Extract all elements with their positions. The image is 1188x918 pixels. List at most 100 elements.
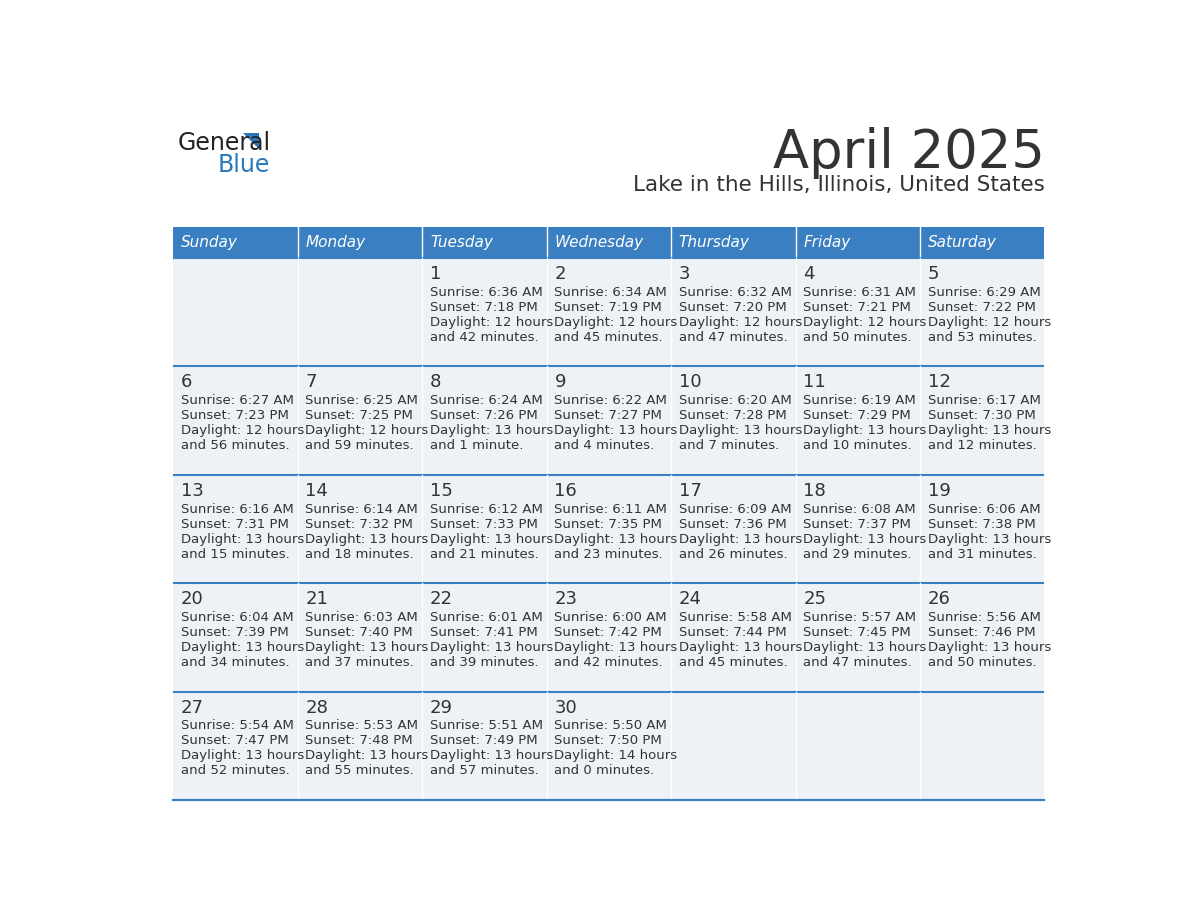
Text: Sunset: 7:36 PM: Sunset: 7:36 PM xyxy=(678,518,786,531)
Text: and 15 minutes.: and 15 minutes. xyxy=(181,548,290,561)
Text: Sunrise: 6:22 AM: Sunrise: 6:22 AM xyxy=(555,394,668,408)
Text: Daylight: 13 hours: Daylight: 13 hours xyxy=(803,532,927,545)
Text: Sunset: 7:39 PM: Sunset: 7:39 PM xyxy=(181,626,289,639)
Text: Tuesday: Tuesday xyxy=(430,235,493,250)
Text: Daylight: 13 hours: Daylight: 13 hours xyxy=(305,641,429,654)
Text: 21: 21 xyxy=(305,590,328,609)
Text: Daylight: 12 hours: Daylight: 12 hours xyxy=(928,316,1051,329)
Text: 23: 23 xyxy=(555,590,577,609)
Text: 12: 12 xyxy=(928,374,950,391)
Bar xyxy=(920,583,1044,691)
Text: 8: 8 xyxy=(430,374,441,391)
Text: Sunset: 7:45 PM: Sunset: 7:45 PM xyxy=(803,626,911,639)
Text: Daylight: 13 hours: Daylight: 13 hours xyxy=(430,641,554,654)
Text: and 21 minutes.: and 21 minutes. xyxy=(430,548,538,561)
Bar xyxy=(671,583,796,691)
Bar xyxy=(671,258,796,366)
Text: and 53 minutes.: and 53 minutes. xyxy=(928,330,1036,343)
Text: Daylight: 13 hours: Daylight: 13 hours xyxy=(430,749,554,763)
Text: Sunday: Sunday xyxy=(181,235,238,250)
Text: Sunrise: 6:31 AM: Sunrise: 6:31 AM xyxy=(803,285,916,298)
Bar xyxy=(920,366,1044,475)
Bar xyxy=(920,227,1044,258)
Bar xyxy=(796,258,920,366)
Bar xyxy=(546,227,671,258)
Text: Sunrise: 5:58 AM: Sunrise: 5:58 AM xyxy=(678,611,791,624)
Text: Sunset: 7:32 PM: Sunset: 7:32 PM xyxy=(305,518,413,531)
Text: Sunset: 7:38 PM: Sunset: 7:38 PM xyxy=(928,518,1036,531)
Bar xyxy=(298,691,422,800)
Text: and 57 minutes.: and 57 minutes. xyxy=(430,765,538,778)
Text: Sunset: 7:19 PM: Sunset: 7:19 PM xyxy=(555,301,662,314)
Bar xyxy=(422,258,546,366)
Text: 18: 18 xyxy=(803,482,826,499)
Bar xyxy=(422,366,546,475)
Text: Sunrise: 5:56 AM: Sunrise: 5:56 AM xyxy=(928,611,1041,624)
Text: Sunrise: 6:19 AM: Sunrise: 6:19 AM xyxy=(803,394,916,408)
Text: and 52 minutes.: and 52 minutes. xyxy=(181,765,290,778)
Text: Daylight: 12 hours: Daylight: 12 hours xyxy=(430,316,554,329)
Text: Sunset: 7:22 PM: Sunset: 7:22 PM xyxy=(928,301,1036,314)
Bar xyxy=(173,227,298,258)
Bar xyxy=(173,691,298,800)
Bar xyxy=(422,227,546,258)
Text: Sunrise: 6:08 AM: Sunrise: 6:08 AM xyxy=(803,502,916,516)
Text: Sunset: 7:31 PM: Sunset: 7:31 PM xyxy=(181,518,289,531)
Text: 25: 25 xyxy=(803,590,827,609)
Bar xyxy=(546,583,671,691)
Text: 28: 28 xyxy=(305,699,328,717)
Bar xyxy=(298,258,422,366)
Text: Sunset: 7:41 PM: Sunset: 7:41 PM xyxy=(430,626,538,639)
Text: Daylight: 13 hours: Daylight: 13 hours xyxy=(430,424,554,437)
Text: and 26 minutes.: and 26 minutes. xyxy=(678,548,788,561)
Bar xyxy=(546,691,671,800)
Text: 24: 24 xyxy=(678,590,702,609)
Text: and 42 minutes.: and 42 minutes. xyxy=(430,330,538,343)
Text: Sunset: 7:27 PM: Sunset: 7:27 PM xyxy=(555,409,662,422)
Text: Daylight: 13 hours: Daylight: 13 hours xyxy=(181,749,304,763)
Text: Blue: Blue xyxy=(217,152,270,176)
Text: Daylight: 13 hours: Daylight: 13 hours xyxy=(430,532,554,545)
Text: Sunrise: 5:53 AM: Sunrise: 5:53 AM xyxy=(305,720,418,733)
Bar xyxy=(796,691,920,800)
Text: Sunrise: 6:34 AM: Sunrise: 6:34 AM xyxy=(555,285,668,298)
Text: Sunrise: 5:54 AM: Sunrise: 5:54 AM xyxy=(181,720,293,733)
Text: Friday: Friday xyxy=(803,235,851,250)
Bar xyxy=(920,691,1044,800)
Text: Daylight: 14 hours: Daylight: 14 hours xyxy=(555,749,677,763)
Text: and 31 minutes.: and 31 minutes. xyxy=(928,548,1036,561)
Text: 20: 20 xyxy=(181,590,204,609)
Text: Sunrise: 6:11 AM: Sunrise: 6:11 AM xyxy=(555,502,668,516)
Text: Sunset: 7:49 PM: Sunset: 7:49 PM xyxy=(430,734,537,747)
Bar xyxy=(920,475,1044,583)
Text: and 7 minutes.: and 7 minutes. xyxy=(678,439,779,453)
Text: Sunset: 7:33 PM: Sunset: 7:33 PM xyxy=(430,518,538,531)
Bar xyxy=(298,475,422,583)
Text: Sunset: 7:35 PM: Sunset: 7:35 PM xyxy=(555,518,662,531)
Text: and 45 minutes.: and 45 minutes. xyxy=(555,330,663,343)
Text: Daylight: 12 hours: Daylight: 12 hours xyxy=(803,316,927,329)
Text: and 23 minutes.: and 23 minutes. xyxy=(555,548,663,561)
Bar xyxy=(422,475,546,583)
Text: and 1 minute.: and 1 minute. xyxy=(430,439,523,453)
Bar xyxy=(298,227,422,258)
Text: Sunrise: 6:06 AM: Sunrise: 6:06 AM xyxy=(928,502,1041,516)
Text: Sunrise: 5:51 AM: Sunrise: 5:51 AM xyxy=(430,720,543,733)
Text: 22: 22 xyxy=(430,590,453,609)
Text: Sunrise: 6:14 AM: Sunrise: 6:14 AM xyxy=(305,502,418,516)
Text: Sunrise: 6:04 AM: Sunrise: 6:04 AM xyxy=(181,611,293,624)
Text: 10: 10 xyxy=(678,374,701,391)
Text: 15: 15 xyxy=(430,482,453,499)
Text: Sunrise: 6:29 AM: Sunrise: 6:29 AM xyxy=(928,285,1041,298)
Text: and 39 minutes.: and 39 minutes. xyxy=(430,656,538,669)
Bar xyxy=(671,691,796,800)
Text: Sunrise: 6:17 AM: Sunrise: 6:17 AM xyxy=(928,394,1041,408)
Text: and 47 minutes.: and 47 minutes. xyxy=(678,330,788,343)
Text: 17: 17 xyxy=(678,482,702,499)
Bar xyxy=(796,475,920,583)
Text: Saturday: Saturday xyxy=(928,235,997,250)
Text: and 18 minutes.: and 18 minutes. xyxy=(305,548,415,561)
Text: 11: 11 xyxy=(803,374,826,391)
Text: 3: 3 xyxy=(678,265,690,283)
Text: April 2025: April 2025 xyxy=(772,127,1044,179)
